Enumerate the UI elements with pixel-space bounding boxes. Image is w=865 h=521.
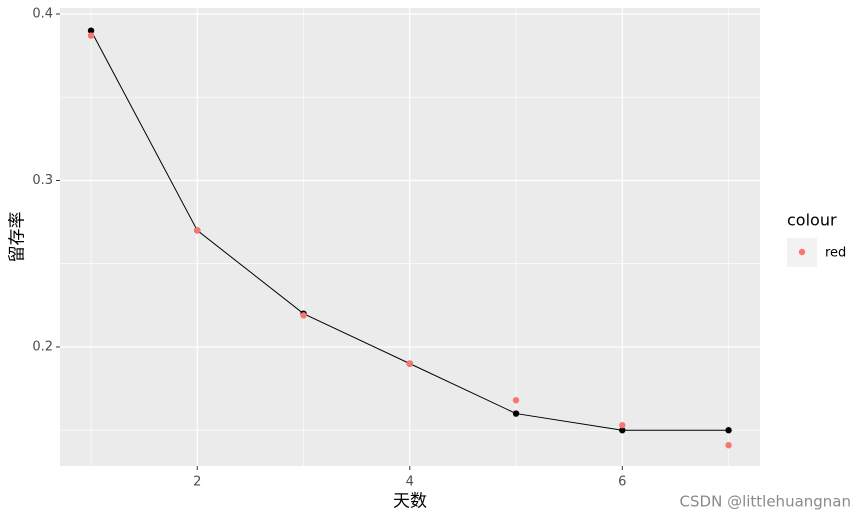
legend-title: colour <box>787 211 837 230</box>
point <box>619 427 626 434</box>
y-tick-label: 0.4 <box>32 6 53 21</box>
point <box>194 227 201 234</box>
point <box>619 422 626 429</box>
legend-symbol <box>798 248 806 256</box>
x-axis-title: 天数 <box>393 492 427 512</box>
y-tick-label: 0.2 <box>32 339 53 354</box>
point <box>725 427 732 434</box>
point <box>406 360 413 367</box>
point <box>87 27 95 34</box>
point <box>300 312 307 319</box>
x-tick-label: 4 <box>406 475 414 490</box>
grid <box>60 8 760 466</box>
legend-label: red <box>825 246 846 261</box>
x-tick-label: 2 <box>193 475 201 490</box>
y-axis-title: 留存率 <box>8 212 28 263</box>
legend: red <box>787 238 846 267</box>
y-tick-label: 0.3 <box>32 173 53 188</box>
point <box>512 410 520 417</box>
point <box>87 32 95 39</box>
point <box>512 397 520 404</box>
marks <box>87 27 732 449</box>
watermark: CSDN @littlehuangnan <box>680 493 851 511</box>
point <box>725 441 732 449</box>
x-tick-label: 6 <box>618 475 626 490</box>
